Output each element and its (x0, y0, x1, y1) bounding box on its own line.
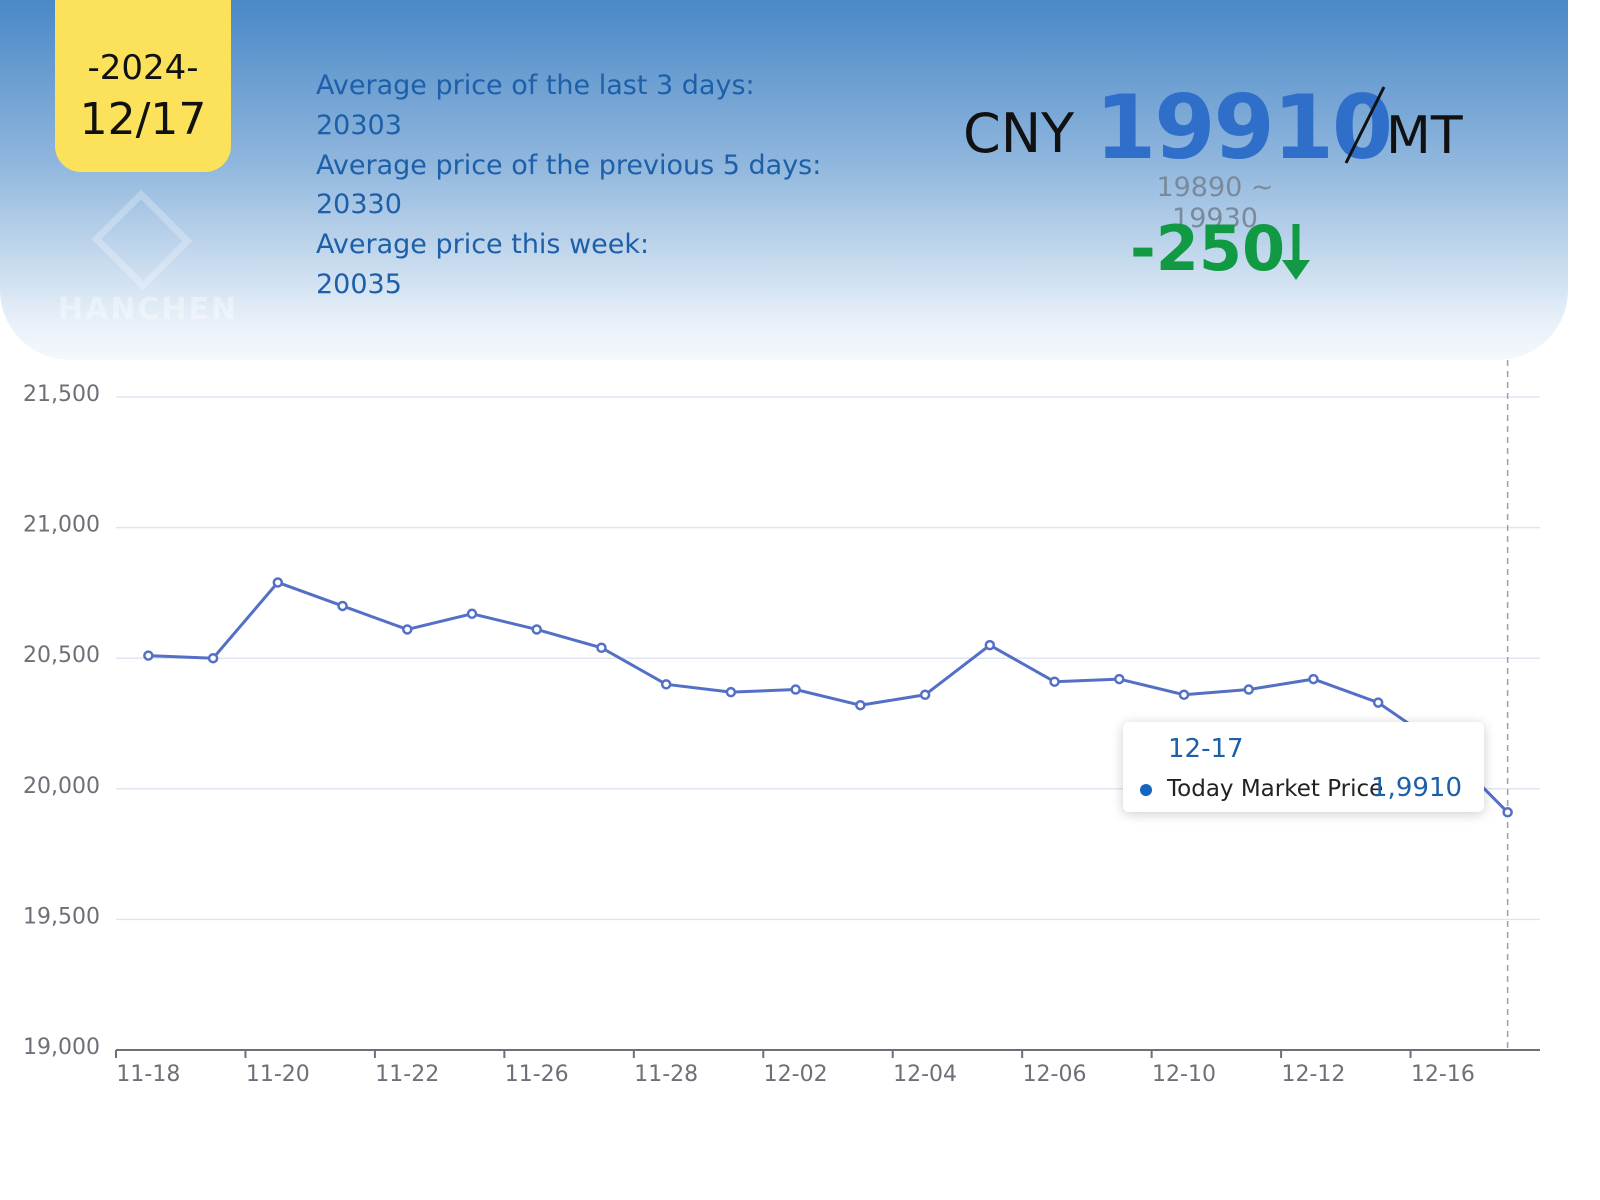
point (466, 608, 478, 620)
point (919, 689, 931, 701)
x-tick-label: 12-04 (893, 1062, 957, 1087)
y-tick-label: 21,000 (23, 513, 100, 538)
line (148, 580, 1509, 814)
point (272, 577, 284, 588)
point (1114, 673, 1125, 685)
price: 19910 (1095, 76, 1393, 179)
x-tick-label: 11-20 (246, 1062, 310, 1087)
logo (91, 189, 193, 291)
point (143, 650, 154, 661)
tooltip: 12-17 Today Market Price 1,9910 (1123, 722, 1484, 812)
avg-value: 20035 (316, 268, 402, 300)
x-tick-label: 11-18 (116, 1062, 180, 1087)
brand: HANCHEN (58, 292, 239, 327)
point (790, 684, 801, 695)
x-tick-label: 11-22 (375, 1062, 439, 1087)
date: 12/17 (79, 94, 207, 145)
point (660, 679, 672, 690)
point (1502, 807, 1513, 818)
tooltip-category: 12-17 (1168, 734, 1244, 764)
point (855, 699, 866, 711)
point (337, 600, 348, 612)
point (596, 642, 607, 654)
y-tick-label: 20,000 (23, 774, 100, 799)
point (725, 686, 737, 698)
price-change: -250 (1130, 212, 1286, 285)
y-tick-label: 20,500 (23, 643, 100, 668)
avg-label: Average price of the last 3 days: (316, 70, 755, 101)
point (1049, 676, 1060, 687)
averages: Average price of the last 3 days: 20303 … (316, 66, 821, 305)
x-tick-label: 12-10 (1152, 1062, 1216, 1087)
y-tick-label: 19,000 (23, 1035, 100, 1060)
date-card: -2024- 12/17 (55, 0, 231, 172)
point (207, 652, 219, 664)
chart: 19,000 19,500 20,000 20,500 21,000 21,500 11-1… (23, 360, 1540, 1087)
unit: MT (1386, 106, 1463, 166)
year: -2024- (87, 48, 199, 88)
tooltip-value: 1,9910 (1371, 773, 1462, 803)
tooltip-series: Today Market Price (1167, 776, 1384, 802)
tooltip-marker (1140, 784, 1152, 796)
x-tick-label: 12-02 (764, 1062, 828, 1087)
y-tick-label: 19,500 (23, 904, 100, 929)
x-tick-label: 12-12 (1281, 1062, 1345, 1087)
x-tick-label: 12-06 (1023, 1062, 1087, 1087)
avg-value: 20303 (316, 109, 402, 141)
x-tick-label: 11-26 (505, 1062, 569, 1087)
price-range: 19890 ~ 19930 (1156, 172, 1274, 234)
point (1243, 684, 1254, 695)
slash (1344, 86, 1386, 164)
currency: CNY (963, 102, 1075, 165)
point (402, 624, 413, 635)
x-tick-label: 12-16 (1411, 1062, 1475, 1087)
avg-label: Average price this week: (316, 229, 650, 261)
point (984, 639, 996, 651)
avg-label: Average price of the previous 5 days: (316, 149, 822, 181)
y-tick-label: 21,500 (23, 382, 100, 407)
point (531, 624, 542, 635)
avg-value: 20330 (316, 189, 402, 221)
down-arrow (1282, 224, 1310, 280)
x-tick-label: 11-28 (634, 1062, 698, 1087)
point (1372, 697, 1384, 708)
point (1178, 689, 1190, 701)
point (1308, 673, 1319, 685)
header: -2024- 12/17 HANCHEN Average price of th… (0, 0, 1568, 360)
